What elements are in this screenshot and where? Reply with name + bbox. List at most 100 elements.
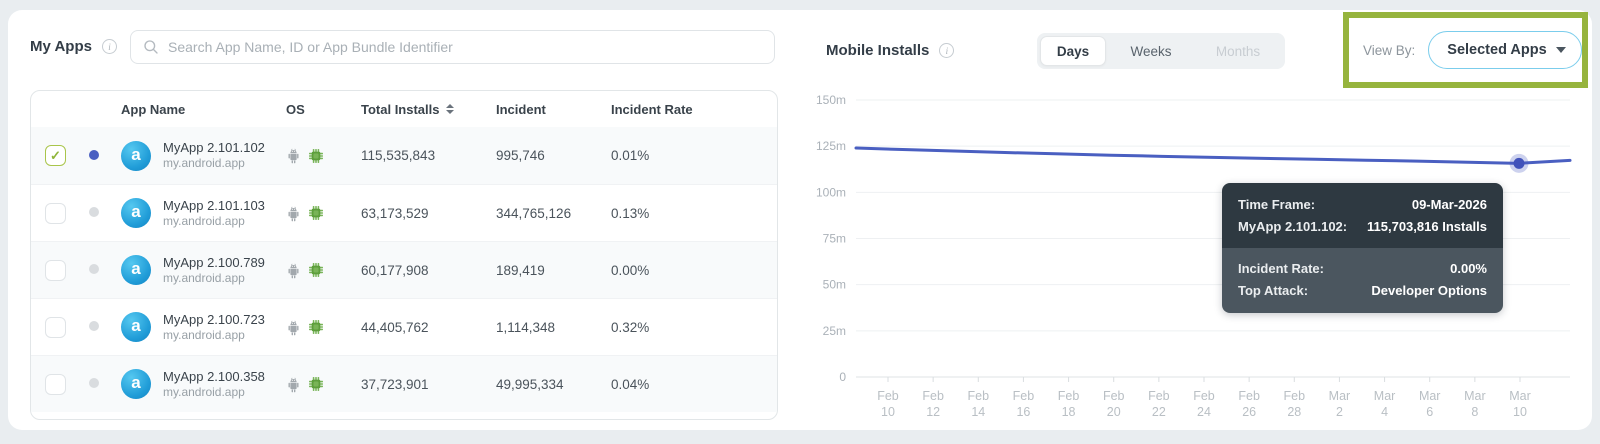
view-by-highlight-annotation: View By: Selected Apps (1343, 12, 1588, 88)
my-apps-header: My Apps i (30, 38, 117, 55)
chart-tooltip: Time Frame: 09-Mar-2026 MyApp 2.101.102:… (1222, 183, 1503, 313)
x-axis-tick-label: 20 (1107, 405, 1121, 419)
y-axis-tick-label: 150m (816, 93, 846, 107)
x-axis-tick-label: Feb (877, 389, 899, 403)
row-checkbox[interactable] (45, 316, 66, 338)
highlight-data-point[interactable] (1513, 157, 1525, 169)
incident-value: 344,765,126 (496, 205, 572, 221)
app-search-box (130, 30, 775, 64)
sort-icon[interactable] (445, 104, 454, 114)
x-axis-tick-label: 18 (1062, 405, 1076, 419)
app-icon: a (121, 369, 151, 399)
mobile-installs-title: Mobile Installs (826, 42, 930, 59)
chip-icon (309, 148, 323, 163)
toggle-days[interactable]: Days (1040, 36, 1106, 66)
chevron-down-icon (1556, 47, 1566, 53)
series-color-dot (89, 378, 99, 388)
x-axis-tick-label: Mar (1329, 389, 1351, 403)
view-by-selected-value: Selected Apps (1447, 42, 1547, 58)
tooltip-top-section: Time Frame: 09-Mar-2026 MyApp 2.101.102:… (1222, 183, 1503, 248)
chip-icon (309, 377, 323, 391)
tooltip-incident-rate-label: Incident Rate: (1238, 261, 1324, 276)
search-input[interactable] (168, 39, 762, 55)
android-icon (288, 377, 299, 392)
app-bundle-id: my.android.app (163, 156, 245, 170)
row-checkbox[interactable] (45, 373, 66, 395)
y-axis-tick-label: 25m (823, 324, 846, 338)
y-axis-tick-label: 125m (816, 139, 846, 153)
incident-rate-value: 0.01% (611, 148, 650, 163)
header-incident: Incident (496, 101, 546, 117)
series-color-dot (89, 264, 99, 274)
incident-rate-value: 0.00% (611, 262, 650, 278)
x-axis-tick-label: 6 (1426, 405, 1433, 419)
info-icon[interactable]: i (939, 43, 955, 58)
x-axis-tick-label: Mar (1464, 389, 1486, 403)
app-name: MyApp 2.100.789 (163, 254, 265, 270)
y-axis-tick-label: 50m (823, 278, 846, 292)
x-axis-tick-label: 28 (1287, 405, 1301, 419)
total-installs-value: 115,535,843 (361, 148, 436, 163)
incident-rate-value: 0.32% (611, 319, 650, 335)
android-icon (288, 206, 299, 221)
android-icon (288, 320, 299, 335)
header-app-name: App Name (121, 101, 186, 117)
tooltip-timeframe-value: 09-Mar-2026 (1411, 197, 1487, 212)
app-icon: a (121, 255, 151, 285)
x-axis-tick-label: Feb (968, 389, 990, 403)
header-os: OS (286, 101, 305, 117)
toggle-months[interactable]: Months (1215, 43, 1261, 59)
x-axis-tick-label: 16 (1016, 405, 1030, 419)
header-total-installs[interactable]: Total Installs (361, 102, 496, 117)
app-name: MyApp 2.101.103 (163, 197, 265, 213)
tooltip-app-label: MyApp 2.101.102: (1238, 219, 1348, 234)
series-color-dot (89, 321, 99, 331)
x-axis-tick-label: Feb (1013, 389, 1035, 403)
os-icons (286, 147, 361, 164)
chip-icon (309, 320, 323, 334)
installs-line-series (854, 146, 1572, 165)
row-checkbox[interactable] (45, 202, 66, 224)
my-apps-title: My Apps (30, 38, 92, 55)
incident-rate-value: 0.04% (611, 376, 650, 392)
x-axis-tick-label: Feb (1103, 389, 1125, 403)
info-icon[interactable]: i (101, 39, 117, 54)
app-name: MyApp 2.101.102 (163, 140, 265, 155)
x-axis-tick-label: 10 (1513, 405, 1527, 419)
x-axis-tick-label: Feb (1148, 389, 1170, 403)
x-axis-tick-label: Mar (1509, 389, 1531, 403)
x-axis-tick-label: 22 (1152, 405, 1166, 419)
app-icon: a (121, 198, 151, 228)
incident-rate-value: 0.13% (611, 205, 650, 221)
x-axis-tick-label: 4 (1381, 405, 1388, 419)
app-bundle-id: my.android.app (163, 327, 245, 342)
os-icons (286, 319, 361, 336)
series-color-dot (89, 149, 99, 160)
table-row: a MyApp 2.101.103 my.android.app 63,173,529… (31, 184, 777, 241)
view-by-dropdown[interactable]: Selected Apps (1428, 31, 1582, 69)
search-icon (144, 40, 158, 54)
total-installs-value: 60,177,908 (361, 262, 429, 278)
apps-table: App Name OS Total Installs Incident Inci… (30, 90, 778, 420)
x-axis-tick-label: 12 (926, 405, 940, 419)
time-granularity-toggle: Days Weeks Months (1037, 33, 1285, 69)
x-axis-tick-label: Mar (1419, 389, 1441, 403)
os-icons (286, 376, 361, 393)
tooltip-top-attack-value: Developer Options (1371, 283, 1487, 298)
tooltip-top-attack-label: Top Attack: (1238, 283, 1309, 298)
y-axis-tick-label: 0 (839, 370, 846, 384)
row-checkbox[interactable] (45, 259, 66, 281)
mobile-installs-header: Mobile Installs i (826, 42, 955, 59)
row-checkbox[interactable] (45, 145, 66, 166)
app-icon: a (121, 140, 151, 171)
x-axis-tick-label: 8 (1471, 405, 1478, 419)
app-icon: a (121, 312, 151, 342)
android-icon (288, 263, 299, 278)
tooltip-bottom-section: Incident Rate: 0.00% Top Attack: Develop… (1222, 248, 1503, 313)
table-row: a MyApp 2.100.723 my.android.app 44,405,762… (31, 298, 777, 355)
total-installs-value: 63,173,529 (361, 205, 429, 221)
toggle-weeks[interactable]: Weeks (1130, 43, 1172, 59)
os-icons (286, 205, 361, 222)
x-axis-tick-label: Mar (1374, 389, 1396, 403)
